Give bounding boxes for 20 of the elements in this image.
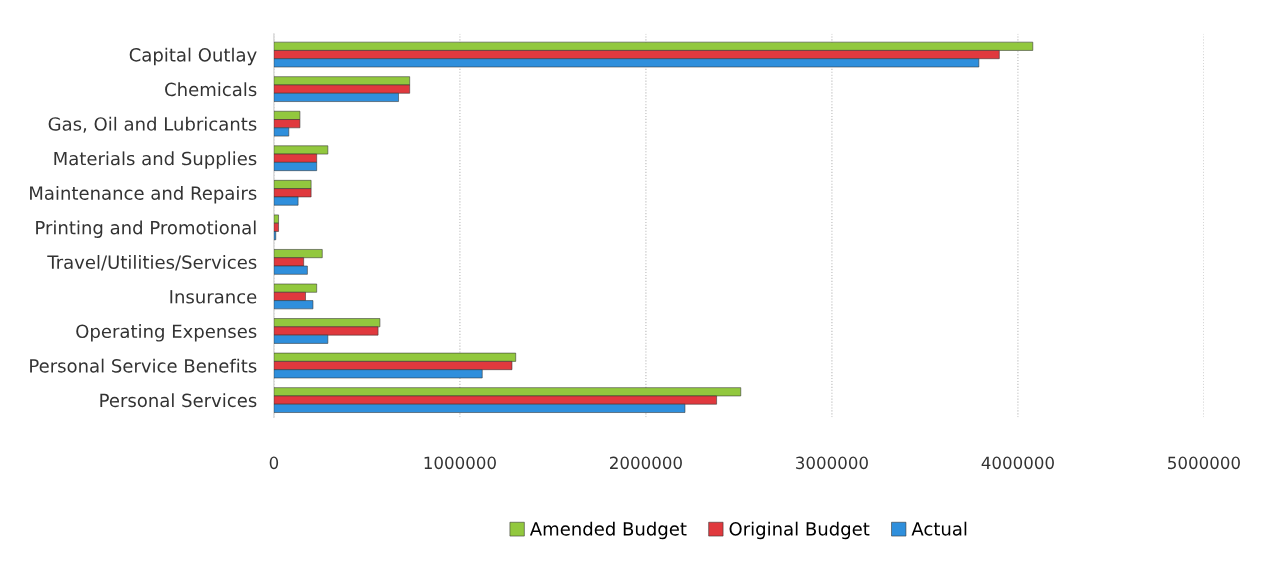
x-tick-label: 4000000 xyxy=(981,456,1054,470)
x-tick-label: 0 xyxy=(269,456,279,470)
y-tick-label: Maintenance and Repairs xyxy=(30,185,257,204)
y-tick-label: Capital Outlay xyxy=(129,47,257,66)
legend-label: Actual xyxy=(911,521,967,536)
y-tick-label: Printing and Promotional xyxy=(36,220,256,238)
legend-label: Amended Budget xyxy=(529,521,687,540)
y-tick-label: Chemicals xyxy=(165,82,257,97)
x-tick-label: 3000000 xyxy=(796,456,868,470)
x-tick-label: 1000000 xyxy=(424,456,496,470)
legend-label: Original Budget xyxy=(729,521,870,540)
y-tick-label: Personal Service Benefits xyxy=(30,358,257,373)
y-tick-label: Operating Expenses xyxy=(76,324,257,342)
x-tick-label: 5000000 xyxy=(1168,456,1240,470)
y-tick-label: Travel/Utilities/Services xyxy=(47,255,257,271)
x-tick-label: 2000000 xyxy=(610,456,682,470)
y-tick-label: Materials and Supplies xyxy=(54,151,257,169)
y-tick-label: Personal Services xyxy=(100,393,257,408)
y-tick-label: Gas, Oil and Lubricants xyxy=(48,116,257,133)
y-tick-label: Insurance xyxy=(170,290,257,304)
